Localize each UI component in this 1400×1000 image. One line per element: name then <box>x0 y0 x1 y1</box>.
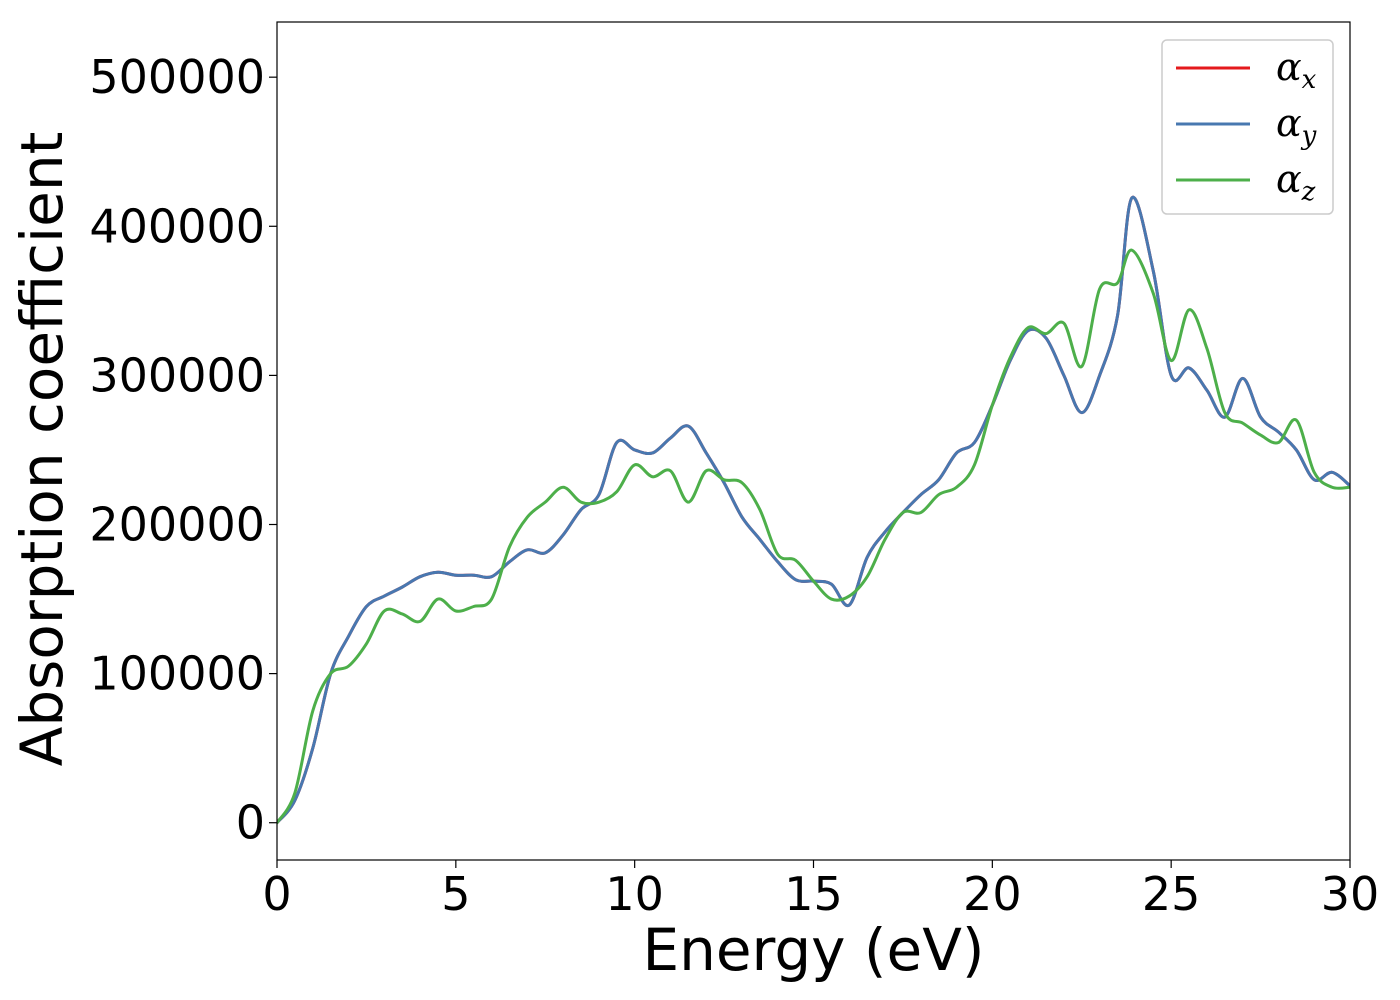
y-tick-label: 400000 <box>89 199 265 253</box>
y-tick-label: 200000 <box>89 498 265 552</box>
y-tick-label: 300000 <box>89 348 265 402</box>
x-tick-label: 0 <box>262 867 291 921</box>
x-tick-label: 25 <box>1142 867 1201 921</box>
x-tick-label: 20 <box>963 867 1022 921</box>
x-tick-label: 5 <box>441 867 470 921</box>
y-axis-title: Absorption coefficient <box>8 132 76 767</box>
series-group <box>277 195 1350 825</box>
series-line-alpha-y <box>277 195 1350 825</box>
series-line-alpha-z <box>277 248 1350 825</box>
y-tick-label: 100000 <box>89 647 265 701</box>
x-tick-label: 10 <box>605 867 664 921</box>
legend-label-alpha-z: αz <box>1276 157 1316 207</box>
x-tick-label: 15 <box>784 867 843 921</box>
x-tick-label: 30 <box>1321 867 1380 921</box>
legend-label-alpha-x: αx <box>1276 45 1317 95</box>
x-axis-title: Energy (eV) <box>642 916 984 984</box>
y-tick-label: 500000 <box>89 50 265 104</box>
legend-label-alpha-y: αy <box>1276 101 1317 151</box>
legend-box <box>1161 39 1334 215</box>
y-tick-label: 0 <box>236 796 265 850</box>
legend: αx αy αz <box>1161 39 1334 215</box>
